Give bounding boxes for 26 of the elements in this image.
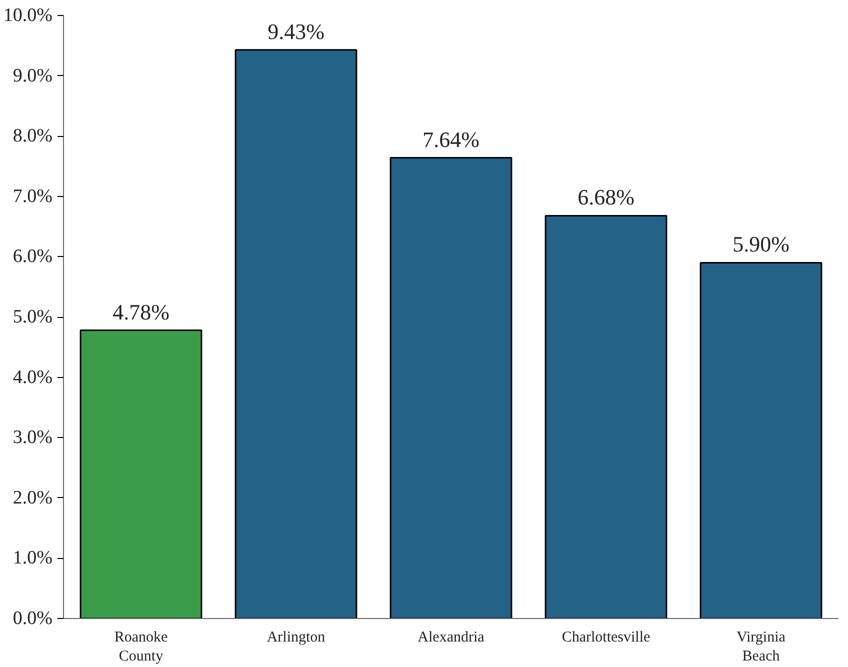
y-tick-label: 2.0%: [12, 487, 53, 508]
y-tick-label: 4.0%: [12, 366, 53, 388]
y-tick-label: 7.0%: [12, 186, 53, 207]
x-tick-label: Virginia Beach: [736, 630, 786, 665]
y-tick-label: 9.0%: [12, 65, 53, 86]
data-label: 9.43%: [268, 18, 324, 44]
x-tick-label: Alexandria: [418, 630, 485, 646]
x-tick-label: Roanoke County: [114, 630, 168, 665]
y-tick-label: 1.0%: [12, 548, 53, 569]
y-tick-label: 0.0%: [12, 608, 53, 629]
data-label: 4.78%: [112, 299, 170, 324]
data-label: 5.90%: [732, 232, 790, 257]
bar: [234, 49, 358, 618]
y-tick-label: 6.0%: [12, 246, 53, 268]
bar: [80, 330, 202, 618]
y-tick-label: 3.0%: [12, 427, 53, 448]
y-tick-label: 8.0%: [12, 126, 53, 147]
x-tick-label: Arlington: [266, 630, 326, 646]
bar: [544, 214, 668, 618]
data-label: 6.68%: [578, 184, 634, 210]
bar: [700, 262, 822, 618]
data-label: 7.64%: [422, 126, 480, 152]
y-tick-label: 10.0%: [3, 5, 53, 26]
bar: [390, 157, 512, 618]
x-tick-label: Charlottesville: [562, 630, 650, 646]
y-tick-label: 5.0%: [12, 306, 53, 328]
